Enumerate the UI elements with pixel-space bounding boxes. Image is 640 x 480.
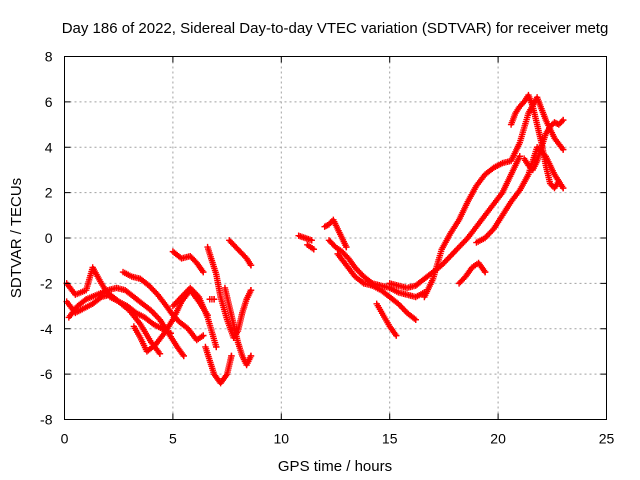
data-points [63,91,567,387]
data-point [343,243,350,251]
data-point [559,184,567,192]
x-axis-label: GPS time / hours [278,458,392,475]
data-point [516,153,523,160]
data-point [210,296,218,303]
y-tick-label: -4 [40,321,53,337]
series-arc-18 [373,300,400,339]
series-arc-6 [169,284,220,351]
data-point [200,268,207,276]
x-tick-label: 20 [490,431,506,447]
series-arc-21 [455,259,489,287]
x-tick-label: 10 [274,431,290,447]
data-point [156,350,164,357]
series-arc-20 [421,94,567,301]
series-arc-10 [226,237,255,269]
y-tick-label: 6 [45,94,53,110]
data-point [247,352,255,360]
data-point [308,237,315,244]
series-arc-15 [321,216,350,251]
x-tick-label: 0 [61,431,69,447]
data-point [247,286,255,294]
x-tick-label: 25 [599,431,615,447]
series-arc-11 [221,284,255,369]
y-tick-label: -8 [40,412,53,428]
data-point [180,352,187,360]
data-point [559,116,567,124]
data-point [310,246,318,253]
data-point [393,332,400,339]
x-tick-label: 5 [169,431,177,447]
chart-title: Day 186 of 2022, Sidereal Day-to-day VTE… [62,20,609,37]
data-point [167,330,174,337]
data-point [228,352,235,360]
data-point [200,332,207,339]
y-tick-label: -6 [40,366,53,382]
grid [64,56,607,420]
series-arc-16 [325,237,428,301]
data-point [412,316,419,323]
series-arc-14 [304,241,318,253]
y-tick-label: 2 [45,185,53,201]
series-arc-24 [520,116,567,174]
y-tick-label: 4 [45,139,53,155]
data-point [213,343,220,351]
x-tick-label: 15 [382,431,398,447]
series-arc-1 [63,264,164,357]
data-point [481,268,489,276]
axis-ticks: 0 5 10 15 20 25 -8 -6 -4 -2 0 2 4 6 8 [40,49,614,447]
y-tick-label: 8 [45,49,53,65]
y-tick-label: -2 [40,275,53,291]
data-point [247,262,255,269]
series-arc-13 [295,232,315,244]
y-axis-label: SDTVAR / TECUs [8,178,25,298]
series-arc-9 [202,343,235,387]
series-arc-3 [63,291,174,337]
series-arc-7 [169,248,207,276]
y-tick-label: 0 [45,230,53,246]
series-arc-17 [334,250,419,323]
series-arc-12 [206,296,218,303]
data-point [555,178,563,185]
data-point [559,146,567,153]
series-arc-19 [386,153,523,292]
